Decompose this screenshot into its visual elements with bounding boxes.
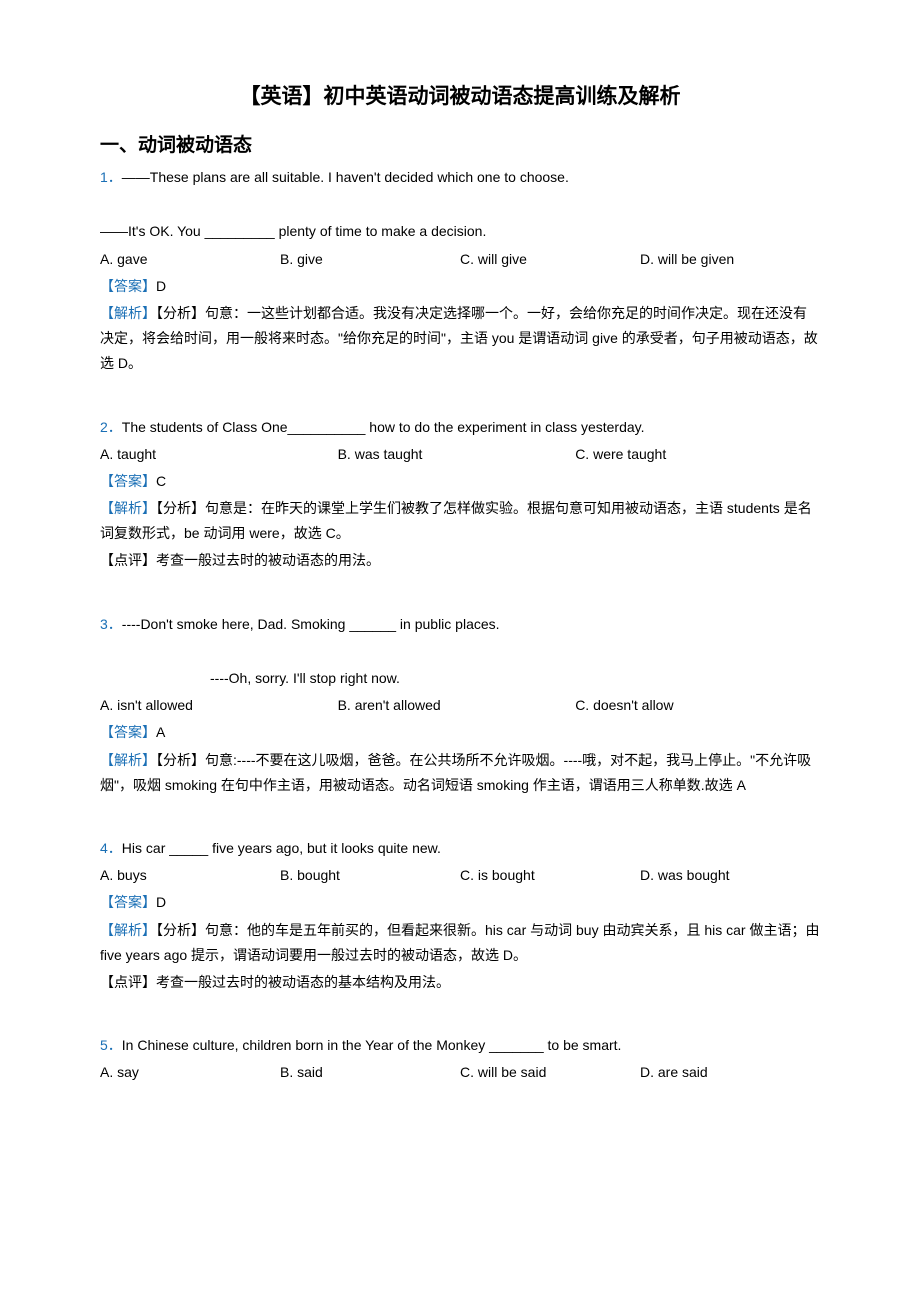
analysis-line: 【解析】【分析】句意：他的车是五年前买的，但看起来很新。his car 与动词 … (100, 918, 820, 968)
answer-label: 【答案】 (100, 278, 156, 294)
question-stem-line: ----Oh, sorry. I'll stop right now. (100, 666, 820, 691)
options-row: A. gaveB. giveC. will giveD. will be giv… (100, 247, 820, 272)
question-number: 3． (100, 616, 122, 632)
options-row: A. isn't allowedB. aren't allowedC. does… (100, 693, 820, 718)
question-stem-line: 3．----Don't smoke here, Dad. Smoking ___… (100, 612, 820, 637)
question-block: 1．——These plans are all suitable. I have… (100, 165, 820, 377)
question-block: 5．In Chinese culture, children born in t… (100, 1033, 820, 1085)
analysis-line: 【解析】【分析】句意是：在昨天的课堂上学生们被教了怎样做实验。根据句意可知用被动… (100, 496, 820, 546)
question-stem-line: 5．In Chinese culture, children born in t… (100, 1033, 820, 1058)
comment-line: 【点评】考查一般过去时的被动语态的基本结构及用法。 (100, 970, 820, 995)
stem-text: The students of Class One__________ how … (122, 419, 645, 435)
question-stem-line: 4．His car _____ five years ago, but it l… (100, 836, 820, 861)
answer-line: 【答案】D (100, 890, 820, 915)
options-row: A. sayB. saidC. will be saidD. are said (100, 1060, 820, 1085)
question-stem-line: 2．The students of Class One__________ ho… (100, 415, 820, 440)
option: D. will be given (640, 247, 820, 272)
option: C. were taught (575, 442, 813, 467)
answer-label: 【答案】 (100, 724, 156, 740)
option: C. is bought (460, 863, 640, 888)
answer-label: 【答案】 (100, 473, 156, 489)
stem-text: ----Don't smoke here, Dad. Smoking _____… (122, 616, 500, 632)
stem-text: ----Oh, sorry. I'll stop right now. (210, 670, 400, 686)
answer-line: 【答案】C (100, 469, 820, 494)
answer-line: 【答案】D (100, 274, 820, 299)
page-title: 【英语】初中英语动词被动语态提高训练及解析 (100, 80, 820, 110)
analysis-text: 【分析】句意：一这些计划都合适。我没有决定选择哪一个。一好，会给你充足的时间作决… (100, 305, 818, 371)
answer-value: C (156, 473, 166, 489)
question-number: 4． (100, 840, 122, 856)
question-number: 5． (100, 1037, 122, 1053)
option: C. will give (460, 247, 640, 272)
answer-value: D (156, 278, 166, 294)
question-block: 2．The students of Class One__________ ho… (100, 415, 820, 574)
option: B. aren't allowed (338, 693, 576, 718)
analysis-label: 【解析】 (100, 500, 156, 516)
question-block: 4．His car _____ five years ago, but it l… (100, 836, 820, 995)
option: A. say (100, 1060, 280, 1085)
stem-text: His car _____ five years ago, but it loo… (122, 840, 441, 856)
analysis-text: 【分析】句意是：在昨天的课堂上学生们被教了怎样做实验。根据句意可知用被动语态，主… (100, 500, 812, 541)
options-row: A. taughtB. was taughtC. were taught (100, 442, 820, 467)
analysis-text: 【分析】句意：他的车是五年前买的，但看起来很新。his car 与动词 buy … (100, 922, 820, 963)
answer-value: A (156, 724, 165, 740)
option: C. doesn't allow (575, 693, 813, 718)
question-number: 2． (100, 419, 122, 435)
analysis-label: 【解析】 (100, 305, 156, 321)
stem-text: ——It's OK. You _________ plenty of time … (100, 223, 486, 239)
section-heading: 一、动词被动语态 (100, 130, 820, 157)
option: D. was bought (640, 863, 820, 888)
stem-text: In Chinese culture, children born in the… (122, 1037, 622, 1053)
options-row: A. buysB. boughtC. is boughtD. was bough… (100, 863, 820, 888)
question-stem-line (100, 639, 820, 664)
question-stem-line: ——It's OK. You _________ plenty of time … (100, 219, 820, 244)
analysis-line: 【解析】【分析】句意：一这些计划都合适。我没有决定选择哪一个。一好，会给你充足的… (100, 301, 820, 377)
option: B. give (280, 247, 460, 272)
stem-text: ——These plans are all suitable. I haven'… (122, 169, 569, 185)
option: A. buys (100, 863, 280, 888)
option: B. bought (280, 863, 460, 888)
questions-container: 1．——These plans are all suitable. I have… (100, 165, 820, 1085)
option: A. taught (100, 442, 338, 467)
option: B. was taught (338, 442, 576, 467)
analysis-label: 【解析】 (100, 752, 156, 768)
answer-value: D (156, 894, 166, 910)
option: A. isn't allowed (100, 693, 338, 718)
answer-line: 【答案】A (100, 720, 820, 745)
analysis-line: 【解析】【分析】句意:----不要在这儿吸烟，爸爸。在公共场所不允许吸烟。---… (100, 748, 820, 798)
answer-label: 【答案】 (100, 894, 156, 910)
option: C. will be said (460, 1060, 640, 1085)
analysis-text: 【分析】句意:----不要在这儿吸烟，爸爸。在公共场所不允许吸烟。----哦，对… (100, 752, 811, 793)
question-block: 3．----Don't smoke here, Dad. Smoking ___… (100, 612, 820, 798)
question-stem-line (100, 192, 820, 217)
question-stem-line: 1．——These plans are all suitable. I have… (100, 165, 820, 190)
question-number: 1． (100, 169, 122, 185)
comment-line: 【点评】考查一般过去时的被动语态的用法。 (100, 548, 820, 573)
option: B. said (280, 1060, 460, 1085)
option: A. gave (100, 247, 280, 272)
option: D. are said (640, 1060, 820, 1085)
analysis-label: 【解析】 (100, 922, 156, 938)
